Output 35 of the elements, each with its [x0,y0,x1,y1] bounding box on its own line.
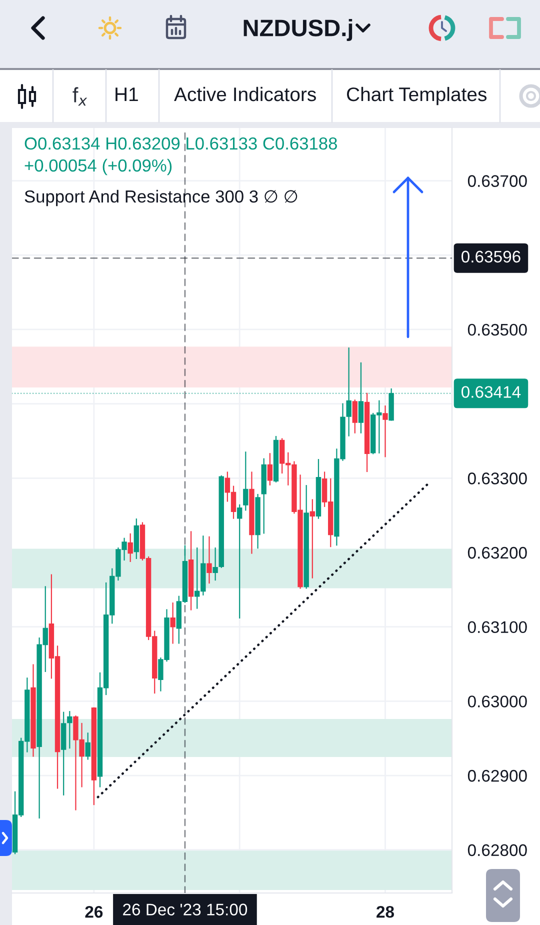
y-tick-label: 0.63100 [468,621,527,634]
y-tick-label: 0.63200 [468,546,527,559]
candlestick [212,547,218,581]
ref-line-label: 0.63596 [462,250,520,263]
text: Active Indicators [174,86,316,102]
candlestick [128,533,133,562]
ref-line-label: 26 Dec '23 15:00 [123,904,248,916]
candlestick [206,536,212,584]
candlestick [310,499,316,578]
text: Chart Templates [346,86,487,106]
candlestick [382,405,388,458]
text: H1 [116,88,138,102]
y-tick-label: 0.63700 [468,175,527,187]
x-tick-label: 28 [376,906,394,918]
candlestick [352,400,358,434]
candlestick [243,452,248,511]
candlestick [236,504,242,618]
chart-title: NZDUSD.j [244,18,352,42]
y-tick-label: 0.63300 [468,472,527,484]
candlestick [85,732,90,760]
y-tick-label: 0.62800 [468,844,527,856]
candlestick [346,348,352,436]
text: f$_{x}$ [72,87,88,106]
annotation: Support And Resistance 300 3 ∅ ∅ [24,190,298,206]
annotation: O0.63134 H0.63209 L0.63133 C0.63188 [24,137,337,150]
annotation: +0.00054 (+0.09%) [24,158,172,176]
y-tick-label: 0.62900 [468,770,527,782]
y-tick-label: 0.63500 [468,324,527,336]
candlestick [358,362,364,434]
y-tick-label: 0.63000 [468,696,527,708]
candlestick [170,602,176,644]
ref-line-label: 0.63414 [462,386,521,398]
candlestick [267,453,273,486]
candlestick [67,711,72,749]
x-tick-label: 26 [85,906,103,918]
